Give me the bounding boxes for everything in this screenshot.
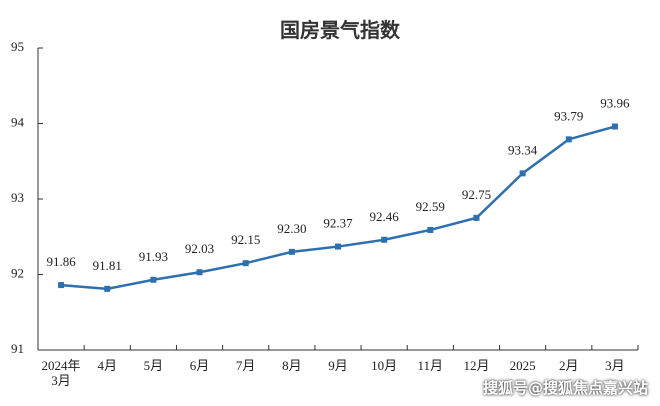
x-tick-label: 12月 xyxy=(463,358,490,373)
marker xyxy=(335,243,341,250)
data-label: 91.86 xyxy=(46,254,76,269)
x-tick-label: 8月 xyxy=(282,358,302,373)
data-label: 92.46 xyxy=(370,209,400,224)
marker xyxy=(58,282,65,289)
x-tick-label: 5月 xyxy=(143,358,164,373)
y-tick-label: 91 xyxy=(11,341,24,356)
data-label: 91.81 xyxy=(93,258,122,273)
x-tick-label: 2024年3月 xyxy=(41,358,81,388)
y-tick-label: 92 xyxy=(11,265,24,280)
marker xyxy=(381,236,388,243)
marker xyxy=(565,136,572,143)
marker xyxy=(104,285,111,292)
chart-title: 国房景气指数 xyxy=(280,18,400,42)
x-tick-label: 4月 xyxy=(97,358,117,373)
marker xyxy=(196,269,203,276)
data-label: 93.34 xyxy=(508,142,538,157)
y-tick-label: 93 xyxy=(11,190,24,205)
data-label: 92.15 xyxy=(231,232,260,247)
x-tick-label: 9月 xyxy=(328,358,348,373)
x-tick-label: 10月 xyxy=(371,358,398,373)
marker xyxy=(519,170,526,177)
x-tick-label: 2月 xyxy=(559,358,579,373)
data-label: 93.96 xyxy=(600,96,630,111)
y-tick-label: 94 xyxy=(11,114,25,129)
x-tick-label: 3月 xyxy=(605,358,625,373)
marker xyxy=(242,260,249,267)
marker xyxy=(427,226,434,233)
data-label: 92.59 xyxy=(416,199,445,214)
marker xyxy=(150,276,157,283)
data-label: 92.30 xyxy=(277,221,306,236)
marker xyxy=(288,248,295,255)
x-tick-label: 6月 xyxy=(189,358,210,373)
y-tick-label: 95 xyxy=(11,39,24,54)
watermark: 搜狐号@搜狐焦点嘉兴站 xyxy=(482,379,648,397)
marker xyxy=(473,214,480,221)
x-tick-label: 2025 xyxy=(509,358,536,373)
data-label: 92.75 xyxy=(462,187,491,202)
x-tick-label: 11月 xyxy=(417,358,444,373)
marker xyxy=(611,123,618,130)
data-label: 93.79 xyxy=(554,108,583,123)
x-tick-label: 7月 xyxy=(235,358,256,373)
data-label: 92.03 xyxy=(185,241,214,256)
data-label: 91.93 xyxy=(139,249,168,264)
data-label: 92.37 xyxy=(323,216,353,231)
